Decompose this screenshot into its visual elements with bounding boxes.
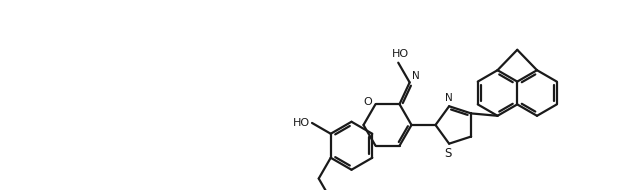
Text: O: O	[364, 97, 372, 107]
Text: N: N	[411, 71, 420, 82]
Text: S: S	[444, 147, 452, 160]
Text: N: N	[445, 93, 453, 103]
Text: HO: HO	[392, 49, 409, 59]
Text: HO: HO	[293, 118, 310, 128]
